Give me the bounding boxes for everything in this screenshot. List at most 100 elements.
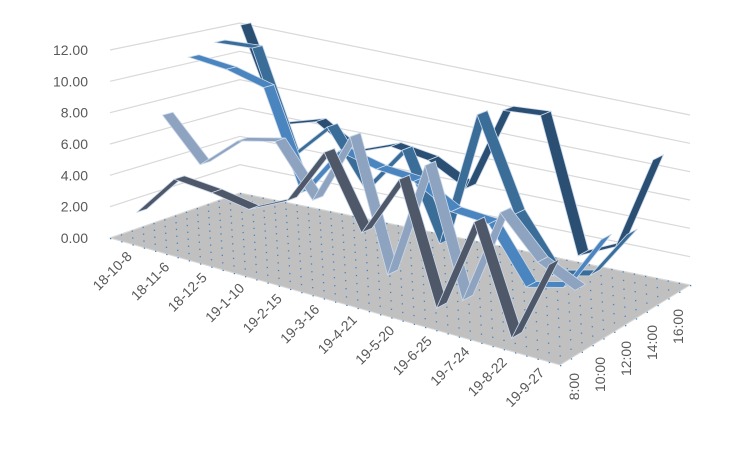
floor-dot xyxy=(390,300,392,302)
floor-dot xyxy=(343,249,345,251)
floor-dot xyxy=(600,275,602,277)
floor-dot xyxy=(401,303,403,305)
floor-dot xyxy=(690,285,692,287)
floor-dot xyxy=(197,214,199,216)
floor-dot xyxy=(251,195,253,197)
floor-dot xyxy=(290,288,292,291)
floor-dot xyxy=(478,289,481,291)
floor-dot xyxy=(456,283,458,286)
floor-dot xyxy=(545,288,547,290)
ribbon-segment xyxy=(614,153,665,248)
floor-dot xyxy=(592,345,594,347)
floor-dot xyxy=(355,267,357,269)
floor-dot xyxy=(365,239,367,241)
floor-dot xyxy=(521,250,523,252)
floor-dot xyxy=(344,264,346,266)
floor-dot xyxy=(376,249,378,251)
floor-dot xyxy=(307,213,310,215)
floor-dot xyxy=(413,314,415,317)
floor-dot xyxy=(602,310,604,312)
floor-dot xyxy=(503,339,505,342)
floor-dot xyxy=(400,270,402,272)
floor-dot xyxy=(536,339,538,341)
floor-dot xyxy=(535,321,538,323)
floor-dot xyxy=(431,232,433,234)
floor-dot xyxy=(425,326,427,329)
floor-dot xyxy=(367,285,369,288)
floor-dot xyxy=(590,298,592,301)
floor-dot xyxy=(300,283,303,286)
floor-dot xyxy=(155,250,157,252)
floor-dot xyxy=(492,345,494,348)
floor-dot xyxy=(187,245,190,247)
floor-dot xyxy=(265,237,267,239)
floor-dot xyxy=(345,288,347,290)
floor-dot xyxy=(207,204,209,206)
floor-dot xyxy=(177,249,179,252)
floor-dot xyxy=(275,226,277,228)
floor-dot xyxy=(579,296,581,298)
floor-dot xyxy=(318,209,321,211)
floor-dot xyxy=(490,292,492,294)
floor-dot xyxy=(579,305,581,307)
floor-dot xyxy=(412,289,414,291)
floor-dot xyxy=(245,276,247,278)
floor-dot xyxy=(458,327,460,329)
floor-dot xyxy=(185,211,188,214)
floor-dot xyxy=(625,325,627,327)
floor-dot xyxy=(645,293,648,295)
floor-dot xyxy=(603,338,605,340)
floor-dot xyxy=(635,299,637,302)
floor-dot xyxy=(366,262,368,264)
floor-dot xyxy=(296,204,298,206)
floor-dot xyxy=(557,308,559,310)
floor-dot xyxy=(341,213,343,215)
floor-dot xyxy=(275,219,277,221)
floor-dot xyxy=(331,239,333,241)
floor-dot xyxy=(142,226,144,229)
floor-dot xyxy=(435,321,438,323)
ribbon-segment xyxy=(510,258,561,340)
floor-dot xyxy=(285,208,287,210)
floor-dot xyxy=(468,303,470,306)
floor-dot xyxy=(679,291,681,293)
floor-dot xyxy=(489,275,491,277)
floor-dot xyxy=(397,225,399,227)
floor-dot xyxy=(525,336,527,338)
floor-dot xyxy=(233,265,235,267)
series-tick-label: 10:00 xyxy=(592,357,608,392)
floor-dot xyxy=(378,280,380,282)
floor-dot xyxy=(612,303,615,306)
y-tick-label: 8.00 xyxy=(61,105,88,121)
floor-dot xyxy=(230,222,233,224)
floor-dot xyxy=(344,272,346,274)
floor-dot xyxy=(142,233,145,235)
floor-dot xyxy=(465,239,467,241)
x-tick-label: 19-4-21 xyxy=(314,311,360,357)
floor-dot xyxy=(423,300,426,302)
floor-dot xyxy=(570,348,572,350)
x-tick-label: 18-10-8 xyxy=(89,248,135,294)
floor-dot xyxy=(196,208,198,210)
x-tick-label: 19-6-25 xyxy=(389,333,435,379)
floor-dot xyxy=(286,228,288,231)
floor-dot xyxy=(352,216,354,218)
floor-dot xyxy=(219,219,221,222)
floor-dot xyxy=(547,333,549,335)
floor-dot xyxy=(265,251,268,254)
floor-dot xyxy=(379,305,381,307)
floor-dot xyxy=(353,236,356,239)
floor-dot xyxy=(346,304,348,306)
floor-dot xyxy=(581,342,583,344)
floor-dot xyxy=(525,345,528,348)
floor-dot xyxy=(298,238,300,240)
floor-dot xyxy=(422,275,424,278)
floor-dot xyxy=(222,262,224,264)
floor-dot xyxy=(431,239,433,241)
floor-dot xyxy=(321,251,323,253)
floor-dot xyxy=(299,260,301,262)
floor-dot xyxy=(264,223,266,225)
floor-dot xyxy=(176,235,178,237)
series-8:00 xyxy=(136,147,561,340)
floor-dot xyxy=(558,336,561,338)
